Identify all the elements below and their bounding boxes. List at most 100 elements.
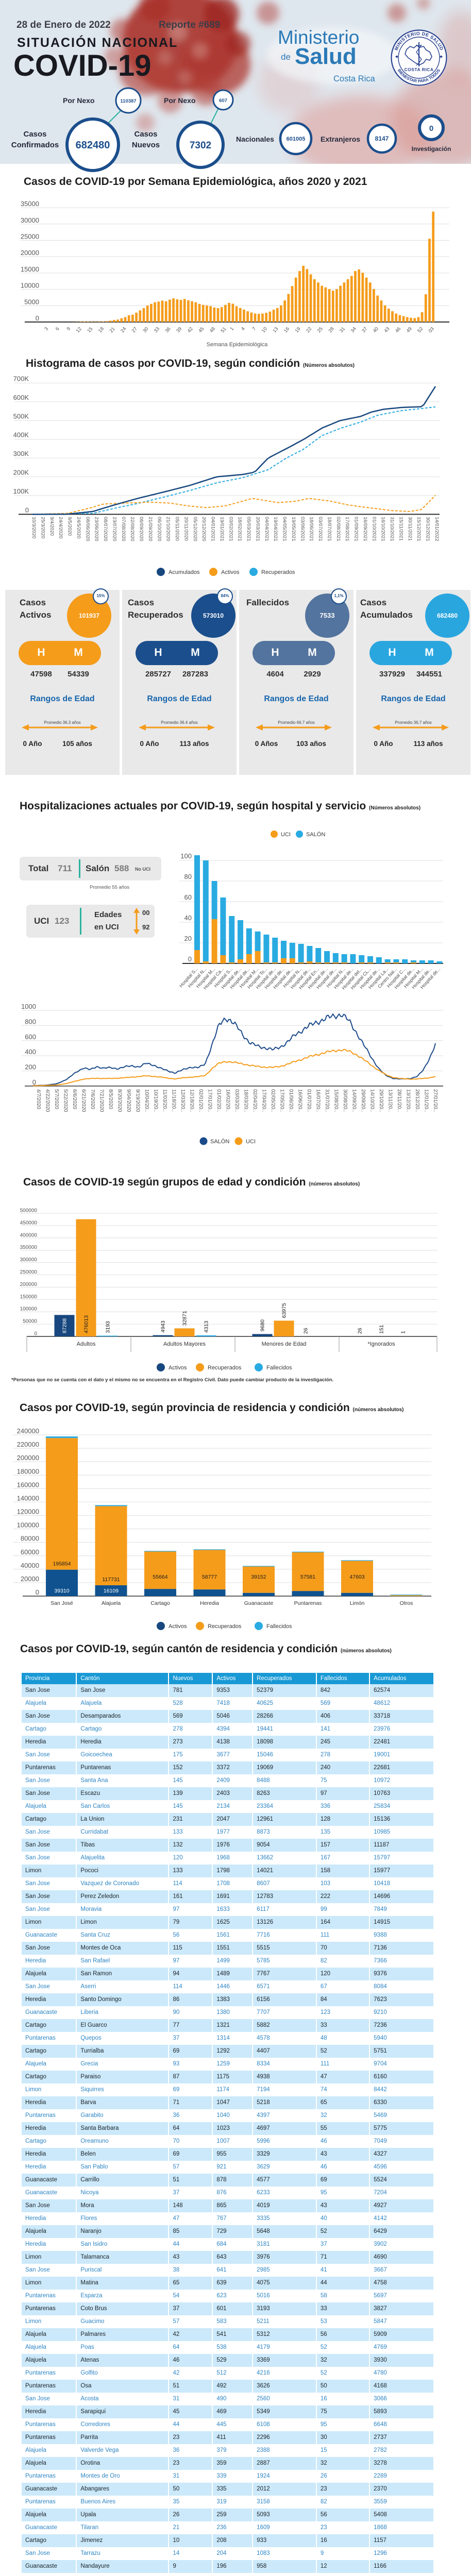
- svg-text:05/03/2021: 05/03/2021: [246, 517, 251, 541]
- svg-text:17/05/20..: 17/05/20..: [279, 1089, 285, 1112]
- svg-text:Menores de Edad: Menores de Edad: [262, 1341, 307, 1347]
- svg-text:0: 0: [25, 506, 29, 514]
- svg-text:18: 18: [97, 326, 105, 334]
- svg-text:220000: 220000: [17, 1440, 39, 1448]
- svg-text:36: 36: [164, 326, 172, 334]
- svg-text:10/04/20..: 10/04/20..: [144, 1089, 149, 1112]
- svg-text:50000: 50000: [23, 1319, 37, 1325]
- svg-text:800: 800: [25, 1018, 36, 1025]
- svg-text:30/11/2021: 30/11/2021: [407, 517, 413, 541]
- svg-text:14/09/20..: 14/09/20..: [351, 1089, 357, 1112]
- svg-text:9680: 9680: [260, 1319, 266, 1332]
- svg-text:450000: 450000: [20, 1220, 38, 1226]
- svg-text:Cartago: Cartago: [150, 1600, 170, 1606]
- svg-text:12/01/20..: 12/01/20..: [424, 1089, 429, 1112]
- svg-text:100: 100: [180, 852, 192, 860]
- svg-text:01/06/20..: 01/06/20..: [288, 1089, 294, 1112]
- svg-text:39152: 39152: [251, 1574, 266, 1580]
- svg-text:1: 1: [229, 326, 235, 332]
- svg-text:Semana Epidemiológica: Semana Epidemiológica: [207, 342, 268, 348]
- svg-text:18/02/2021: 18/02/2021: [237, 517, 243, 541]
- svg-text:02/04/20..: 02/04/20..: [252, 1089, 258, 1112]
- svg-text:05/12/2020: 05/12/2020: [192, 517, 198, 541]
- svg-text:19/05/2021: 19/05/2021: [291, 517, 296, 541]
- svg-text:45: 45: [197, 326, 205, 334]
- svg-text:26: 26: [357, 1328, 363, 1334]
- svg-text:4: 4: [240, 326, 246, 332]
- svg-text:48: 48: [209, 326, 216, 334]
- svg-text:19/04/2021: 19/04/2021: [273, 517, 278, 541]
- svg-text:240000: 240000: [17, 1427, 39, 1435]
- svg-text:20/11/2020: 20/11/2020: [183, 517, 189, 541]
- svg-text:30000: 30000: [21, 216, 39, 224]
- svg-text:16109: 16109: [104, 1588, 119, 1594]
- svg-text:10/3/2020: 10/3/2020: [31, 517, 37, 538]
- svg-text:32871: 32871: [182, 1311, 188, 1326]
- svg-text:4313: 4313: [204, 1320, 210, 1333]
- svg-text:63975: 63975: [281, 1303, 288, 1318]
- svg-text:SALÓN: SALÓN: [306, 831, 325, 838]
- svg-text:18/06/2021: 18/06/2021: [309, 517, 314, 541]
- svg-text:6/6/2020: 6/6/2020: [72, 1089, 77, 1109]
- svg-text:7/21/2020: 7/21/2020: [99, 1089, 105, 1112]
- svg-text:Adultos: Adultos: [77, 1341, 96, 1347]
- svg-text:15000: 15000: [21, 265, 39, 273]
- svg-text:4/22/2020: 4/22/2020: [45, 1089, 51, 1112]
- svg-text:600K: 600K: [13, 394, 29, 401]
- svg-text:21: 21: [108, 326, 116, 334]
- svg-text:12/18/20..: 12/18/20..: [189, 1089, 195, 1112]
- svg-text:Activos: Activos: [169, 1623, 187, 1630]
- svg-text:35000: 35000: [21, 200, 39, 208]
- svg-text:40000: 40000: [21, 1562, 39, 1569]
- svg-text:02/01/20..: 02/01/20..: [198, 1089, 204, 1112]
- svg-text:02/08/2021: 02/08/2021: [335, 517, 341, 541]
- svg-text:5/7/2020: 5/7/2020: [54, 1089, 59, 1109]
- svg-text:43: 43: [383, 326, 391, 334]
- svg-text:16/10/2021: 16/10/2021: [380, 517, 386, 541]
- svg-text:80000: 80000: [21, 1535, 39, 1543]
- svg-text:0: 0: [32, 1078, 36, 1086]
- svg-text:*Ignorados: *Ignorados: [367, 1341, 395, 1347]
- svg-text:350000: 350000: [20, 1245, 38, 1250]
- svg-text:Adultos Mayores: Adultos Mayores: [163, 1341, 206, 1347]
- svg-text:20000: 20000: [21, 1575, 39, 1583]
- svg-text:Heredia: Heredia: [200, 1600, 219, 1606]
- svg-text:17/01/20..: 17/01/20..: [207, 1089, 213, 1112]
- svg-text:06/09/2020: 06/09/2020: [139, 517, 144, 541]
- svg-text:39310: 39310: [54, 1588, 69, 1594]
- svg-text:03/07/2021: 03/07/2021: [317, 517, 323, 541]
- svg-text:100000: 100000: [17, 1521, 39, 1529]
- svg-text:40: 40: [372, 326, 380, 334]
- svg-text:05/11/2020: 05/11/2020: [174, 517, 180, 541]
- svg-text:14/01/2022: 14/01/2022: [434, 517, 440, 541]
- svg-text:Limón: Limón: [350, 1600, 365, 1606]
- svg-text:39: 39: [175, 326, 183, 334]
- svg-text:17/04/20..: 17/04/20..: [261, 1089, 267, 1112]
- svg-text:Recuperados: Recuperados: [261, 569, 295, 575]
- svg-text:26: 26: [303, 1328, 309, 1334]
- svg-text:03: 03: [428, 326, 435, 334]
- svg-text:31/07/20..: 31/07/20..: [324, 1089, 330, 1112]
- svg-text:24/5/2020: 24/5/2020: [76, 517, 81, 538]
- svg-text:9/04/2020: 9/04/2020: [126, 1089, 131, 1112]
- svg-text:Activos: Activos: [169, 1365, 187, 1371]
- svg-text:17/08/2021: 17/08/2021: [344, 517, 350, 541]
- svg-text:0: 0: [34, 1331, 37, 1337]
- svg-text:11/18/20..: 11/18/20..: [171, 1089, 177, 1112]
- svg-text:200000: 200000: [20, 1282, 38, 1287]
- svg-text:21/09/2020: 21/09/2020: [147, 517, 153, 541]
- svg-text:11/03/20..: 11/03/20..: [162, 1089, 167, 1112]
- svg-text:15/11/2021: 15/11/2021: [398, 517, 404, 541]
- svg-text:700K: 700K: [13, 375, 29, 383]
- svg-text:8/5/2020: 8/5/2020: [108, 1089, 113, 1109]
- svg-text:13/12/20..: 13/12/20..: [406, 1089, 411, 1112]
- svg-text:682480: 682480: [76, 140, 110, 151]
- svg-text:49: 49: [406, 326, 413, 334]
- svg-text:60000: 60000: [21, 1548, 39, 1556]
- svg-text:9/5/2020: 9/5/2020: [67, 517, 73, 536]
- svg-text:04/04/2021: 04/04/2021: [264, 517, 270, 541]
- svg-text:29/09/20..: 29/09/20..: [360, 1089, 366, 1112]
- svg-text:01/10/2021: 01/10/2021: [371, 517, 377, 541]
- svg-text:19: 19: [294, 326, 301, 334]
- svg-text:400000: 400000: [20, 1232, 38, 1238]
